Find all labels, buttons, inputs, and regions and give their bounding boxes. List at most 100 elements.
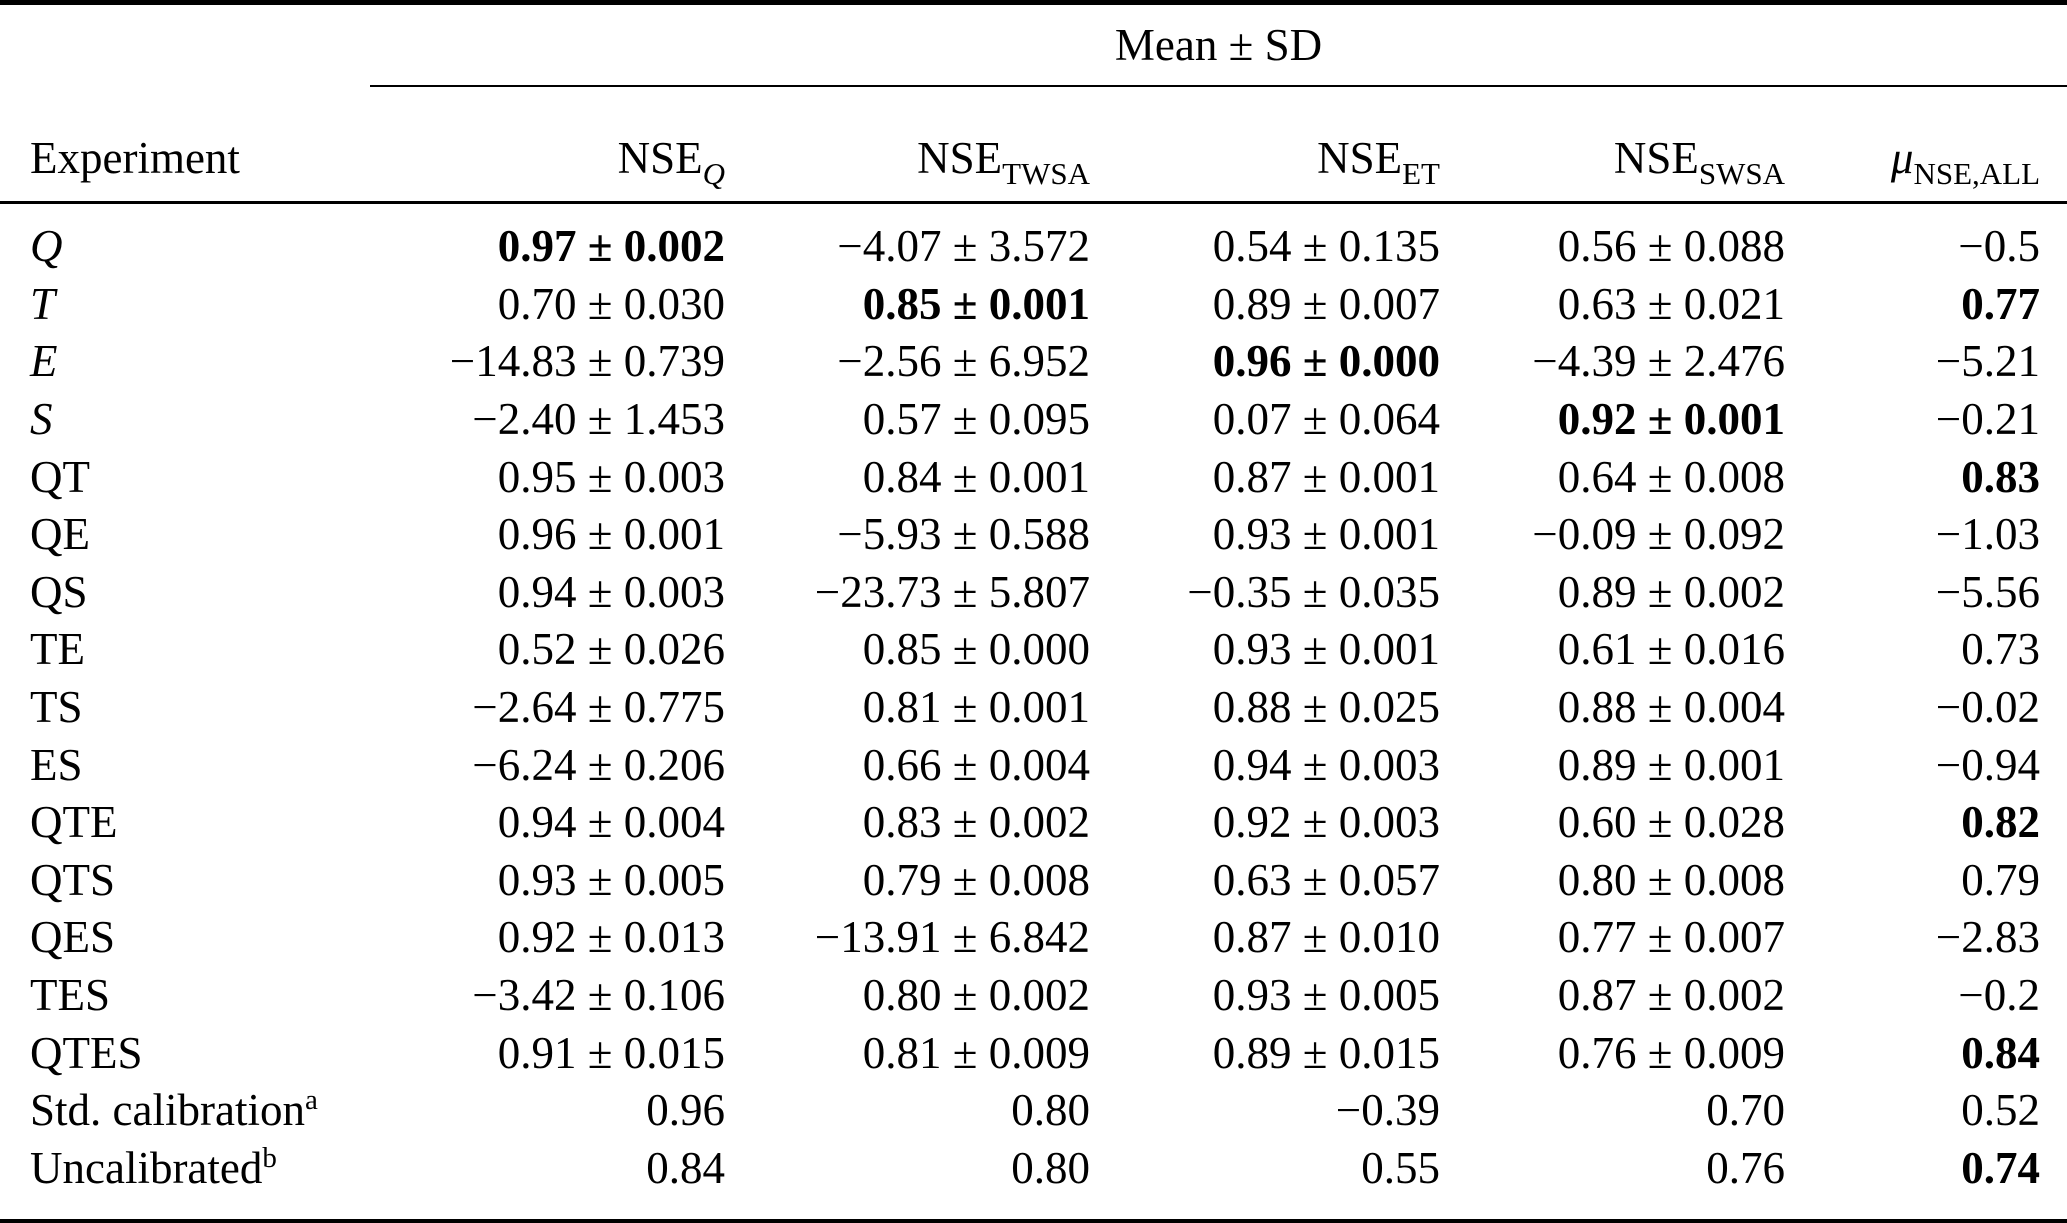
value-cell: 0.97 ± 0.002 (497, 221, 725, 272)
experiment-label: ES (0, 736, 370, 794)
table-row: QT 0.95 ± 0.003 0.84 ± 0.001 0.87 ± 0.001 0.… (0, 448, 2067, 506)
value-cell: 0.89 ± 0.015 (1212, 1027, 1440, 1078)
experiment-label: QES (0, 909, 370, 967)
experiment-label-text: ES (30, 739, 83, 790)
value-cell: 0.88 ± 0.004 (1557, 682, 1785, 733)
value-cell: −6.24 ± 0.206 (472, 739, 725, 790)
value-cell: 0.66 ± 0.004 (862, 739, 1090, 790)
experiment-label: T (0, 276, 370, 334)
value-cell: 0.80 ± 0.008 (1557, 854, 1785, 905)
experiment-label-text: QTS (30, 854, 116, 905)
experiment-label-text: Uncalibrated (30, 1142, 263, 1193)
footnote-marker: b (262, 1141, 277, 1174)
value-cell: −5.56 (1935, 566, 2041, 617)
experiment-label: QE (0, 506, 370, 564)
column-header-main: NSE (1317, 133, 1403, 183)
value-cell: 0.80 (1011, 1142, 1090, 1193)
value-cell: 0.96 (646, 1085, 725, 1136)
column-header-main: μ (1890, 133, 1914, 183)
column-header-nse-swsa: NSESWSA (1440, 86, 1785, 204)
group-header-spacer (0, 3, 370, 87)
value-cell: −0.02 (1935, 682, 2041, 733)
value-cell: −13.91 ± 6.842 (814, 912, 1090, 963)
column-header-nse-twsa: NSETWSA (725, 86, 1090, 204)
value-cell: 0.84 (1961, 1027, 2041, 1078)
experiment-label: QS (0, 564, 370, 622)
group-header-label: Mean ± SD (1114, 19, 1323, 70)
table-row: QES 0.92 ± 0.013 −13.91 ± 6.842 0.87 ± 0.01… (0, 909, 2067, 967)
value-cell: 0.93 ± 0.001 (1212, 509, 1440, 560)
experiment-label: S (0, 391, 370, 449)
value-cell: 0.77 (1961, 278, 2041, 329)
value-cell: −0.35 ± 0.035 (1187, 566, 1440, 617)
table-row: QE 0.96 ± 0.001 −5.93 ± 0.588 0.93 ± 0.001 −… (0, 506, 2067, 564)
table-row: ES −6.24 ± 0.206 0.66 ± 0.004 0.94 ± 0.003 0… (0, 736, 2067, 794)
column-header-subscript: ET (1402, 156, 1440, 191)
column-header-subscript: SWSA (1698, 156, 1785, 191)
table-row: Uncalibratedb 0.84 0.80 0.55 0.76 0.74 (0, 1140, 2067, 1222)
column-header-nse-q: NSEQ (370, 86, 725, 204)
experiment-label-text: QTES (30, 1027, 143, 1078)
value-cell: 0.79 ± 0.008 (862, 854, 1090, 905)
value-cell: 0.89 ± 0.001 (1557, 739, 1785, 790)
value-cell: 0.07 ± 0.064 (1212, 394, 1440, 445)
column-header-row: Experiment NSEQ NSETWSA NSEET NSESWSA μNSE,AL… (0, 86, 2067, 204)
value-cell: 0.80 (1011, 1085, 1090, 1136)
value-cell: 0.88 ± 0.025 (1212, 682, 1440, 733)
value-cell: 0.93 ± 0.001 (1212, 624, 1440, 675)
value-cell: 0.92 ± 0.013 (497, 912, 725, 963)
value-cell: 0.87 ± 0.002 (1557, 970, 1785, 1021)
experiment-label-text: Q (30, 221, 63, 272)
column-header-main: NSE (917, 133, 1003, 183)
column-header-subscript: Q (702, 156, 725, 191)
experiment-label: QTS (0, 852, 370, 910)
experiment-label: E (0, 333, 370, 391)
value-cell: 0.93 ± 0.005 (497, 854, 725, 905)
table-row: TE 0.52 ± 0.026 0.85 ± 0.000 0.93 ± 0.001 0.… (0, 621, 2067, 679)
value-cell: 0.64 ± 0.008 (1557, 451, 1785, 502)
value-cell: 0.52 ± 0.026 (497, 624, 725, 675)
value-cell: −0.2 (1958, 970, 2041, 1021)
value-cell: 0.70 ± 0.030 (497, 278, 725, 329)
column-header-main: NSE (1613, 133, 1699, 183)
value-cell: 0.76 ± 0.009 (1557, 1027, 1785, 1078)
value-cell: −5.21 (1935, 336, 2041, 387)
value-cell: −3.42 ± 0.106 (472, 970, 725, 1021)
experiment-label: Std. calibrationa (0, 1082, 370, 1140)
value-cell: 0.76 (1706, 1142, 1785, 1193)
value-cell: 0.91 ± 0.015 (497, 1027, 725, 1078)
value-cell: 0.63 ± 0.021 (1557, 278, 1785, 329)
value-cell: 0.74 (1961, 1142, 2041, 1193)
value-cell: 0.63 ± 0.057 (1212, 854, 1440, 905)
experiment-label: QTE (0, 794, 370, 852)
group-header-cell: Mean ± SD (370, 2, 2067, 87)
value-cell: 0.52 (1961, 1085, 2041, 1136)
value-cell: −2.64 ± 0.775 (472, 682, 725, 733)
column-header-nse-et: NSEET (1090, 86, 1440, 204)
value-cell: 0.60 ± 0.028 (1557, 797, 1785, 848)
value-cell: 0.87 ± 0.001 (1212, 451, 1440, 502)
value-cell: 0.83 (1961, 451, 2041, 502)
footnote-marker: a (304, 1084, 318, 1117)
column-header-main: Experiment (30, 133, 240, 183)
value-cell: 0.82 (1961, 797, 2041, 848)
table-row: S −2.40 ± 1.453 0.57 ± 0.095 0.07 ± 0.064 0.… (0, 391, 2067, 449)
column-header-experiment: Experiment (0, 86, 370, 204)
value-cell: −2.40 ± 1.453 (472, 394, 725, 445)
column-header-subscript: NSE,ALL (1913, 156, 2041, 191)
experiment-label-text: TES (30, 970, 111, 1021)
value-cell: −0.5 (1958, 221, 2041, 272)
value-cell: 0.81 ± 0.009 (862, 1027, 1090, 1078)
value-cell: 0.94 ± 0.003 (497, 566, 725, 617)
value-cell: 0.92 ± 0.001 (1557, 394, 1785, 445)
value-cell: −0.94 (1935, 739, 2041, 790)
value-cell: −0.39 (1335, 1085, 1440, 1136)
experiment-label: TES (0, 967, 370, 1025)
value-cell: 0.85 ± 0.000 (862, 624, 1090, 675)
value-cell: 0.56 ± 0.088 (1557, 221, 1785, 272)
value-cell: −2.83 (1935, 912, 2041, 963)
value-cell: −4.39 ± 2.476 (1532, 336, 1785, 387)
value-cell: 0.70 (1706, 1085, 1785, 1136)
